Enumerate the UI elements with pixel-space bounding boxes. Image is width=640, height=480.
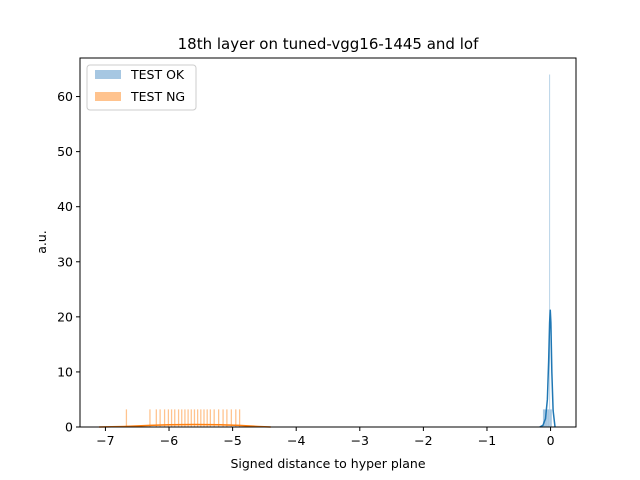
x-tick-label: −2: [414, 433, 432, 448]
y-tick-label: 40: [57, 199, 73, 214]
test-ng-bar: [209, 409, 211, 427]
series-test-ng-bars: [125, 409, 241, 427]
test-ng-bar: [193, 409, 196, 427]
legend-label-test-ok: TEST OK: [130, 67, 185, 82]
test-ng-bar: [217, 409, 220, 427]
test-ng-bar: [226, 409, 228, 427]
x-tick-label: −3: [351, 433, 369, 448]
legend: TEST OK TEST NG: [86, 64, 197, 111]
x-tick-label: −1: [478, 433, 496, 448]
test-ng-bar: [197, 409, 199, 427]
test-ng-bar: [170, 409, 173, 427]
test-ng-bar: [213, 409, 215, 427]
y-tick-label: 50: [57, 144, 73, 159]
x-tick-label: −4: [287, 433, 305, 448]
test-ng-bar: [163, 409, 166, 427]
test-ng-bar: [238, 409, 241, 427]
x-tick-label: −5: [223, 433, 241, 448]
test-ok-bar: [549, 409, 552, 427]
x-tick-label: −7: [96, 433, 114, 448]
legend-label-test-ng: TEST NG: [130, 89, 185, 104]
test-ng-bar: [159, 409, 161, 427]
series-test-ok-kde-line: [539, 309, 556, 428]
y-axis-label: a.u.: [34, 230, 49, 254]
test-ng-bar: [222, 409, 224, 427]
y-tick-label: 30: [57, 254, 73, 269]
chart-title: 18th layer on tuned-vgg16-1445 and lof: [178, 35, 479, 53]
legend-swatch-test-ok: [95, 70, 121, 79]
test-ng-bar: [206, 409, 208, 427]
x-tick-label: −6: [160, 433, 178, 448]
plot-area: [99, 74, 556, 428]
x-axis-label: Signed distance to hyper plane: [230, 456, 425, 471]
test-ok-bar: [547, 409, 550, 427]
test-ng-bar: [167, 409, 170, 427]
test-ng-bar: [181, 409, 183, 427]
y-tick-label: 0: [65, 420, 73, 435]
test-ng-bar: [230, 409, 232, 427]
y-tick-label: 20: [57, 309, 73, 324]
test-ng-bar: [235, 409, 237, 427]
y-axis-ticks: 0 10 20 30 40 50 60: [57, 89, 80, 435]
x-tick-label: 0: [547, 433, 555, 448]
test-ng-bar: [200, 409, 202, 427]
test-ng-bar: [149, 409, 151, 427]
test-ng-bar: [125, 409, 128, 427]
test-ng-bar: [203, 409, 205, 427]
test-ng-bar: [177, 409, 180, 427]
axes-frame: [79, 57, 577, 428]
test-ng-bar: [155, 409, 157, 427]
test-ng-bar: [190, 409, 192, 427]
test-ng-bar: [174, 409, 176, 427]
x-axis-ticks: −7 −6 −5 −4 −3 −2 −1 0: [96, 427, 555, 448]
series-test-ng-kde-line: [99, 423, 271, 428]
test-ng-bar: [184, 409, 186, 427]
y-tick-label: 60: [57, 89, 73, 104]
test-ng-bar: [187, 409, 189, 427]
test-ok-bar: [549, 74, 551, 427]
legend-swatch-test-ng: [95, 92, 121, 101]
y-tick-label: 10: [57, 364, 73, 379]
